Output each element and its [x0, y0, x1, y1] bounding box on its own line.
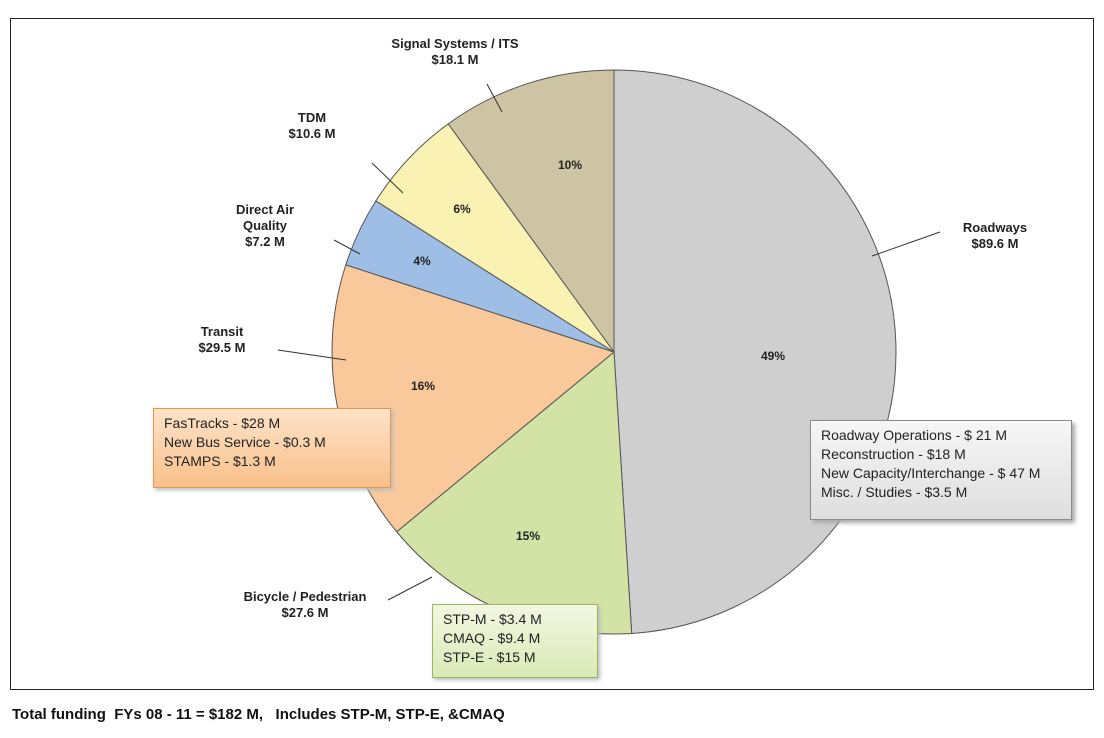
- percent-label: 16%: [411, 379, 435, 393]
- percent-label: 6%: [453, 202, 471, 216]
- category-name: TDM: [297, 110, 327, 125]
- callout-line: Misc. / Studies - $3.5 M: [821, 484, 968, 500]
- leader-line: [871, 231, 941, 257]
- callout-box: STP-M - $3.4 M CMAQ - $9.4 M STP-E - $15 M: [432, 604, 598, 678]
- percent-label: 49%: [761, 349, 785, 363]
- slice-label: Roadways $89.6 M: [935, 220, 1055, 252]
- frame: [10, 18, 1094, 690]
- leader-line: [486, 83, 503, 113]
- callout-line: New Bus Service - $0.3 M: [164, 434, 326, 450]
- leader-line: [387, 576, 433, 601]
- callout-line: CMAQ - $9.4 M: [443, 630, 541, 646]
- slice-label: Transit $29.5 M: [172, 324, 272, 356]
- callout-line: FasTracks - $28 M: [164, 415, 281, 431]
- slice-label: Bicycle / Pedestrian $27.6 M: [220, 589, 390, 621]
- callout-box: Roadway Operations - $ 21 M Reconstructio…: [810, 420, 1072, 520]
- leader-line: [277, 349, 347, 361]
- amount: $10.6 M: [288, 126, 336, 141]
- callout-line: New Capacity/Interchange - $ 47 M: [821, 465, 1041, 481]
- slice-label: TDM $10.6 M: [267, 110, 357, 142]
- percent-label: 4%: [413, 254, 431, 268]
- amount: $27.6 M: [281, 605, 329, 620]
- callout-box: FasTracks - $28 M New Bus Service - $0.3 …: [153, 408, 391, 488]
- leader-line: [333, 239, 361, 255]
- category-name: Direct Air Quality: [235, 202, 295, 233]
- leader-line: [371, 162, 404, 194]
- pie-slice: [613, 69, 897, 634]
- pie-slice: [447, 69, 615, 354]
- percent-label: 15%: [516, 529, 540, 543]
- category-name: Roadways: [962, 220, 1028, 235]
- percent-label: 10%: [558, 158, 582, 172]
- amount: $29.5 M: [198, 340, 246, 355]
- slice-label: Signal Systems / ITS $18.1 M: [370, 36, 540, 68]
- category-name: Transit: [200, 324, 244, 339]
- callout-line: STP-E - $15 M: [443, 649, 536, 665]
- amount: $89.6 M: [971, 236, 1019, 251]
- callout-line: STAMPS - $1.3 M: [164, 453, 276, 469]
- footnote: Total funding FYs 08 - 11 = $182 M, Incl…: [12, 706, 505, 723]
- amount: $18.1 M: [431, 52, 479, 67]
- amount: $7.2 M: [245, 234, 285, 249]
- pie-slice: [331, 264, 616, 533]
- category-name: Signal Systems / ITS: [391, 36, 519, 51]
- callout-line: STP-M - $3.4 M: [443, 611, 542, 627]
- category-name: Bicycle / Pedestrian: [243, 589, 367, 604]
- slice-label: Direct Air Quality $7.2 M: [218, 202, 313, 250]
- callout-line: Roadway Operations - $ 21 M: [821, 427, 1007, 443]
- callout-line: Reconstruction - $18 M: [821, 446, 966, 462]
